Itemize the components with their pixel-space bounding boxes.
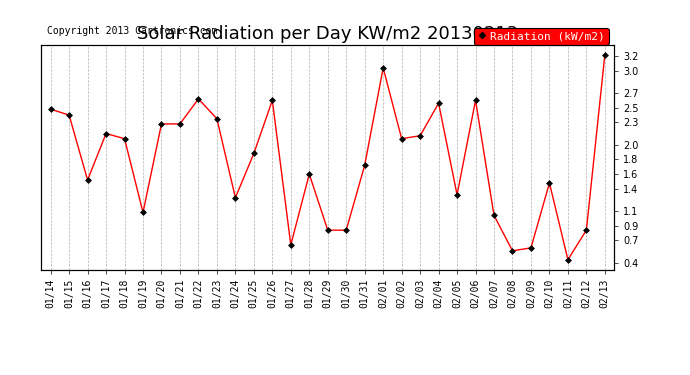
Legend: Radiation (kW/m2): Radiation (kW/m2) (474, 28, 609, 45)
Text: Copyright 2013 Cartronics.com: Copyright 2013 Cartronics.com (47, 26, 217, 36)
Title: Solar Radiation per Day KW/m2 20130213: Solar Radiation per Day KW/m2 20130213 (137, 26, 518, 44)
